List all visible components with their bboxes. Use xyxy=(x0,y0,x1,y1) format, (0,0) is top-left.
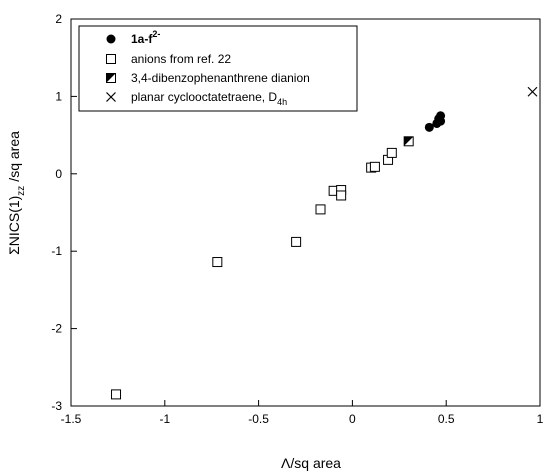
y-tick-label: 2 xyxy=(55,12,62,26)
y-axis-label-subscript: zz xyxy=(16,186,27,196)
data-point xyxy=(291,236,302,247)
x-axis-label: Λ/sq area xyxy=(281,455,341,471)
x-tick-label: -1.5 xyxy=(61,412,82,426)
legend-entry: anions from ref. 22 xyxy=(131,52,231,66)
data-point xyxy=(386,147,397,158)
data-point xyxy=(403,136,414,147)
y-axis-label-main: ΣNICS(1) xyxy=(6,196,22,255)
data-point xyxy=(527,86,538,97)
x-tick-label: -0.5 xyxy=(248,412,269,426)
y-tick-label: -3 xyxy=(51,399,62,413)
y-tick-label: -1 xyxy=(51,244,62,258)
data-points xyxy=(111,86,538,400)
data-point xyxy=(424,122,434,132)
legend-marker xyxy=(106,92,116,102)
data-point xyxy=(212,257,223,268)
axis-ticks xyxy=(70,18,541,407)
axis-tick-labels: -1.5 -1 -0.5 0 0.5 1 -3 -2 -1 0 1 2 xyxy=(51,12,543,426)
data-point xyxy=(111,389,122,400)
legend-marker xyxy=(106,73,116,83)
data-point xyxy=(315,204,326,215)
legend-box xyxy=(78,25,358,112)
legend-entry: 3,4-dibenzophenanthrene dianion xyxy=(131,71,310,85)
plot-frame xyxy=(70,18,541,407)
y-tick-label: 1 xyxy=(55,89,62,103)
y-tick-label: -2 xyxy=(51,322,62,336)
legend: 1a-f2- anions from ref. 22 3,4-dibenzophen… xyxy=(78,25,358,112)
x-tick-label: -1 xyxy=(159,412,170,426)
y-axis-label-tail: /sq area xyxy=(6,131,22,182)
data-point xyxy=(436,111,446,121)
x-tick-label: 0 xyxy=(349,412,356,426)
legend-entry: 1a-f2- xyxy=(131,29,160,46)
data-point xyxy=(369,161,380,172)
x-tick-label: 1 xyxy=(537,412,544,426)
y-tick-label: 0 xyxy=(55,167,62,181)
plot-area-border xyxy=(70,18,541,407)
legend-marker xyxy=(106,34,116,44)
legend-entry: planar cyclooctatetraene, D4h xyxy=(131,90,287,107)
y-axis-label: ΣNICS(1)zz/sq area xyxy=(6,131,27,255)
data-point xyxy=(336,190,347,201)
legend-marker xyxy=(106,54,116,64)
x-tick-label: 0.5 xyxy=(438,412,455,426)
